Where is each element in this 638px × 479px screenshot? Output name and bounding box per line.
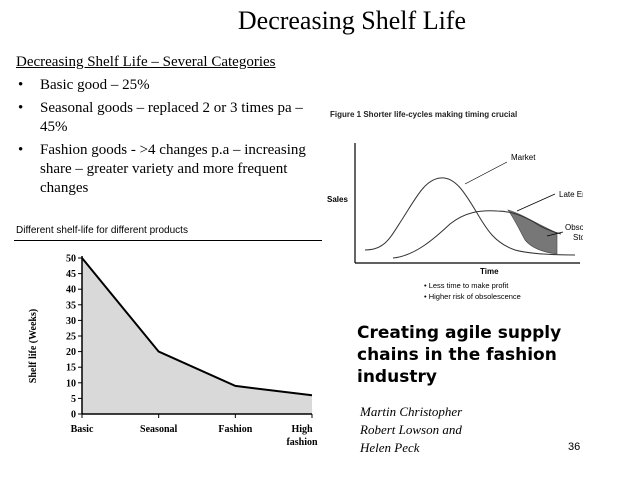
page-number: 36 bbox=[568, 441, 581, 453]
late-entrant-pointer bbox=[516, 193, 556, 212]
time-axis-label: Time bbox=[480, 267, 499, 276]
note-bullet-2: • bbox=[424, 292, 429, 301]
x-tick-label: Fashion bbox=[218, 424, 252, 435]
note-profit-text: Less time to make profit bbox=[429, 281, 510, 290]
market-label: Market bbox=[511, 153, 536, 162]
figure-caption: Figure 1 Shorter life-cycles making timi… bbox=[330, 110, 518, 119]
obsolescent-label: Obsolescent bbox=[565, 223, 583, 232]
x-tick-label: Basic bbox=[71, 424, 94, 435]
shelf-life-plot: 0 5 10 15 20 25 30 35 40 45 50 Basic Seasonal Fashion… bbox=[66, 254, 318, 449]
market-curve bbox=[364, 177, 576, 256]
author-line-3: Helen Peck bbox=[360, 440, 420, 455]
sales-axis-label: Sales bbox=[327, 195, 348, 204]
bullet-fashion: Fashion goods - >4 changes p.a – increas… bbox=[16, 141, 321, 198]
y-tick-label: 45 bbox=[66, 269, 76, 280]
shelf-life-line bbox=[81, 257, 313, 397]
x-tick-label: Seasonal bbox=[140, 424, 177, 435]
bullet-list: Basic good – 25% Seasonal goods – replac… bbox=[16, 76, 321, 202]
y-tick-label: 25 bbox=[66, 332, 76, 343]
note-profit: • Less time to make profit bbox=[424, 281, 509, 290]
author-line-2: Robert Lowson and bbox=[360, 422, 462, 437]
note-obsolescence: • Higher risk of obsolescence bbox=[424, 292, 521, 301]
y-tick-label: 10 bbox=[66, 378, 76, 389]
book-title-line-3: industry bbox=[357, 367, 437, 387]
shelf-life-ylabel: Shelf life (Weeks) bbox=[28, 309, 39, 383]
x-tick-label: fashion bbox=[286, 437, 318, 448]
book-authors: Martin Christopher Robert Lowson and Hel… bbox=[360, 403, 462, 457]
market-pointer bbox=[464, 161, 508, 185]
obsolescent-stock-area bbox=[507, 209, 558, 255]
caption-rule bbox=[14, 240, 322, 241]
bullet-basic: Basic good – 25% bbox=[16, 76, 321, 95]
stock-label: Stock bbox=[573, 233, 583, 242]
y-tick-label: 40 bbox=[66, 285, 76, 296]
y-tick-label: 35 bbox=[66, 300, 76, 311]
y-tick-label: 50 bbox=[66, 254, 76, 265]
note-bullet-1: • bbox=[424, 281, 429, 290]
x-tick-label: High bbox=[291, 424, 313, 435]
y-tick-label: 0 bbox=[71, 410, 76, 421]
note-obsolescence-text: Higher risk of obsolescence bbox=[429, 292, 521, 301]
shelf-life-chart-caption: Different shelf-life for different produ… bbox=[16, 225, 188, 236]
stock-pointer bbox=[546, 231, 564, 237]
y-tick-label: 15 bbox=[66, 363, 76, 374]
y-tick-label: 20 bbox=[66, 347, 76, 358]
author-line-1: Martin Christopher bbox=[360, 404, 463, 419]
late-entrant-label: Late Entrant bbox=[559, 190, 583, 199]
y-tick-label: 30 bbox=[66, 316, 76, 327]
slide-title-text: Decreasing Shelf Life bbox=[237, 6, 466, 35]
late-entrant-curve bbox=[392, 210, 562, 259]
slide-subtitle: Decreasing Shelf Life – Several Categori… bbox=[16, 54, 276, 70]
book-title-line-2: chains in the fashion bbox=[357, 345, 557, 365]
lifecycle-figure: Market Late Entrant Obsolescent Stock Sa… bbox=[327, 143, 583, 301]
y-tick-label: 5 bbox=[71, 394, 76, 405]
book-title-line-1: Creating agile supply bbox=[357, 323, 562, 343]
bullet-seasonal: Seasonal goods – replaced 2 or 3 times p… bbox=[16, 99, 321, 137]
book-title: Creating agile supply chains in the fash… bbox=[357, 322, 577, 388]
shelf-life-chart: 0 5 10 15 20 25 30 35 40 45 50 Basic Seasonal Fashion… bbox=[28, 254, 318, 449]
shelf-life-area bbox=[82, 258, 312, 414]
